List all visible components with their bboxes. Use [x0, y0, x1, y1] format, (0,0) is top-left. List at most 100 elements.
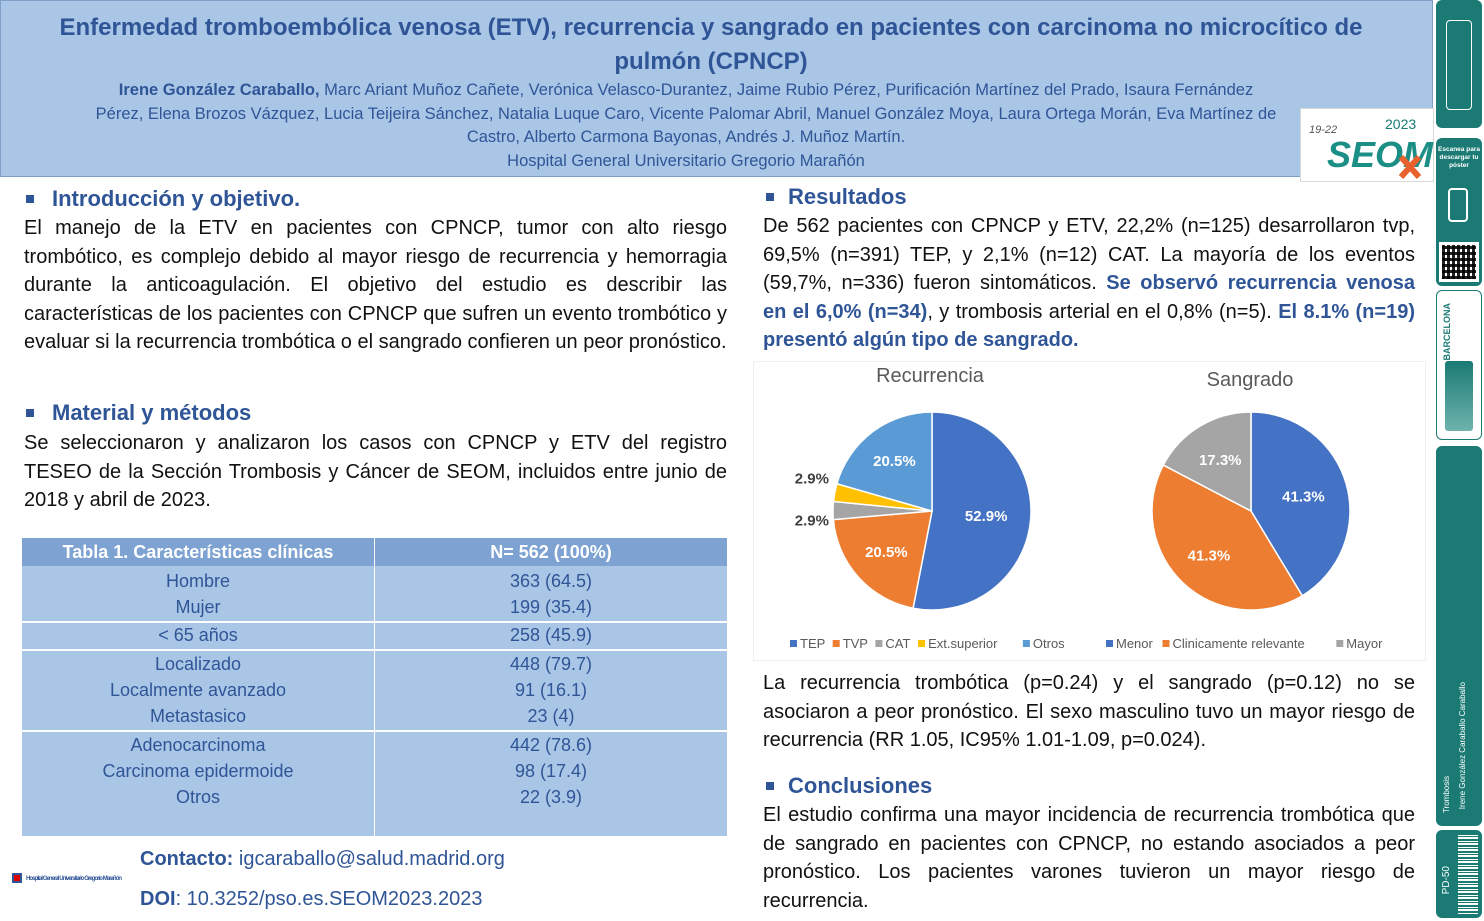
authors-line-2: Pérez, Elena Brozos Vázquez, Lucia Teije…: [95, 104, 1277, 123]
legend-entry: Clinicamente relevante: [1173, 636, 1305, 651]
seom-logo: 19-22 2023 SEOM: [1300, 108, 1434, 182]
authors-line-3: Castro, Alberto Carmona Bayonas, Andrés …: [466, 128, 906, 146]
institution: Hospital General Universitario Gregorio …: [507, 151, 865, 170]
slice-value-label: 52.9%: [965, 508, 1008, 525]
pie-chart-1: Recurrencia 52.9% 20.5% 2.9% 2.9% 20.5% TEP TVP…: [790, 365, 1065, 651]
table-cell-label: Localizado: [154, 654, 242, 674]
table-cell-value: 98 (17.4): [514, 761, 588, 781]
slice-value-label: 20.5%: [873, 453, 916, 470]
table-cell-value: 22 (3.9): [519, 787, 583, 807]
pie-charts-panel: Recurrencia 52.9% 20.5% 2.9% 2.9% 20.5% TEP TVP…: [754, 362, 1425, 660]
table-cell-value: 91 (16.1): [514, 680, 588, 700]
pie-slice-menor: [1250, 411, 1351, 597]
poster-author: Irene González Caraballo Caraballo: [1458, 682, 1467, 810]
legend-swatch: [1336, 640, 1344, 647]
legend-swatch: [1022, 640, 1030, 647]
hospital-logo-text: Hospital General Universitario Gregorio …: [26, 876, 122, 882]
results-text-2: , y trombosis arterial en el 0,8% (n=5).: [927, 300, 1279, 323]
barcode: [1458, 834, 1478, 914]
table-cell-value: 258 (45.9): [509, 625, 593, 645]
doi-value[interactable]: : 10.3252/pso.es.SEOM2023.2023: [175, 888, 483, 910]
table-cell-label: Mujer: [175, 597, 221, 617]
table-header-count: N= 562 (100%): [375, 538, 727, 566]
logo-year-range: 19-22: [1309, 124, 1337, 136]
legend-entry: TEP: [800, 636, 825, 651]
author-list: Irene González Caraballo, Marc Ariant Mu…: [41, 79, 1331, 173]
table-cell-label: Hombre: [165, 571, 231, 591]
poster-info-block: Trombosis Irene González Caraballo Carab…: [1436, 446, 1482, 826]
congress-logo-graphic: [1445, 361, 1473, 431]
doi-line: DOI: 10.3252/pso.es.SEOM2023.2023: [140, 888, 482, 911]
contact-email[interactable]: igcaraballo@salud.madrid.org: [233, 848, 505, 870]
legend-swatch: [832, 640, 840, 647]
poster-category: Trombosis: [1442, 776, 1451, 814]
doi-label: DOI: [140, 888, 176, 910]
legend-swatch: [790, 640, 797, 647]
intro-heading-text: Introducción y objetivo.: [52, 186, 301, 211]
congress-city: BARCELONA: [1442, 303, 1452, 361]
pie-slice-tvp: [832, 510, 933, 610]
conclusions-paragraph: El estudio confirma una mayor incidencia…: [763, 804, 1415, 912]
results-heading: Resultados: [766, 184, 907, 210]
legend-swatch: [918, 640, 926, 647]
methods-heading: Material y métodos: [26, 400, 251, 426]
pie-slice-mayor: [1162, 411, 1252, 513]
first-author: Irene González Caraballo,: [118, 81, 320, 99]
methods-heading-text: Material y métodos: [52, 400, 252, 425]
legend-entry: TVP: [843, 636, 868, 651]
slice-value-label: 17.3%: [1199, 452, 1242, 469]
results-heading-text: Resultados: [788, 184, 907, 209]
bullet-icon: [26, 409, 34, 417]
poster-sidebar: Escanea para descargar tu póster BARCELO…: [1436, 0, 1484, 921]
qr-download-block: Escanea para descargar tu póster: [1436, 138, 1482, 286]
table-cell-label: Localmente avanzado: [109, 680, 287, 700]
bullet-icon: [26, 195, 34, 203]
legend-swatch: [1106, 640, 1113, 647]
results-followup-paragraph: La recurrencia trombótica (p=0.24) y el …: [763, 672, 1415, 751]
authors-line-1: Marc Ariant Muñoz Cañete, Verónica Velas…: [319, 81, 1254, 99]
pie-slice-clinicamente-relevante: [1151, 464, 1304, 611]
table-header-characteristic: Tabla 1. Características clínicas: [22, 538, 374, 566]
bullet-icon: [766, 782, 774, 790]
legend-entry: Otros: [1033, 636, 1065, 651]
legend-entry: Mayor: [1346, 636, 1383, 651]
table-cell-value: 448 (79.7): [509, 654, 593, 674]
table-cell-value: 199 (35.4): [509, 597, 593, 617]
pie-charts-svg: Recurrencia 52.9% 20.5% 2.9% 2.9% 20.5% TEP TVP…: [790, 365, 1383, 651]
legend-entry: CAT: [885, 636, 910, 651]
slice-value-label: 20.5%: [865, 544, 908, 561]
slice-value-label: 41.3%: [1188, 548, 1231, 565]
chart-title: Recurrencia: [876, 365, 985, 387]
intro-heading: Introducción y objetivo.: [26, 186, 300, 212]
table-cell-label: < 65 años: [158, 625, 238, 645]
phone-icon: [1448, 188, 1468, 222]
conclusions-heading-text: Conclusiones: [788, 773, 933, 798]
legend-entry: Menor: [1116, 636, 1154, 651]
scan-download-text: Escanea para descargar tu póster: [1438, 146, 1480, 169]
poster-code: PD-50: [1441, 866, 1452, 895]
poster-code-block: PD-50: [1436, 830, 1482, 918]
slice-value-label: 41.3%: [1282, 488, 1325, 505]
table-cell-label: Metastasico: [149, 706, 247, 726]
legend-entry: Ext.superior: [928, 636, 998, 651]
legend-swatch: [1162, 640, 1170, 647]
bullet-icon: [766, 193, 774, 201]
poster-sostenible-logo: [1446, 20, 1472, 110]
table-cell-value: 363 (64.5): [509, 571, 593, 591]
congress-logo-block: BARCELONA: [1436, 290, 1482, 440]
qr-code[interactable]: [1439, 242, 1479, 282]
logo-year: 2023: [1385, 116, 1416, 132]
legend-swatch: [875, 640, 883, 647]
table-row-divider: [22, 649, 727, 651]
poster-title: Enfermedad tromboembólica venosa (ETV), …: [59, 14, 1363, 75]
logo-wordmark: SEOM: [1327, 134, 1434, 175]
contact-line: Contacto: igcaraballo@salud.madrid.org: [140, 848, 505, 871]
table-cell-label: Otros: [175, 787, 220, 807]
table-column-divider: [374, 538, 375, 836]
table-row-divider: [22, 621, 727, 623]
slice-value-label: 2.9%: [795, 513, 829, 530]
table-cell-label: Carcinoma epidermoide: [102, 761, 294, 781]
table-cell-label: Adenocarcinoma: [130, 735, 266, 755]
table-cell-value: 442 (78.6): [509, 735, 593, 755]
chart-title: Sangrado: [1207, 369, 1294, 391]
